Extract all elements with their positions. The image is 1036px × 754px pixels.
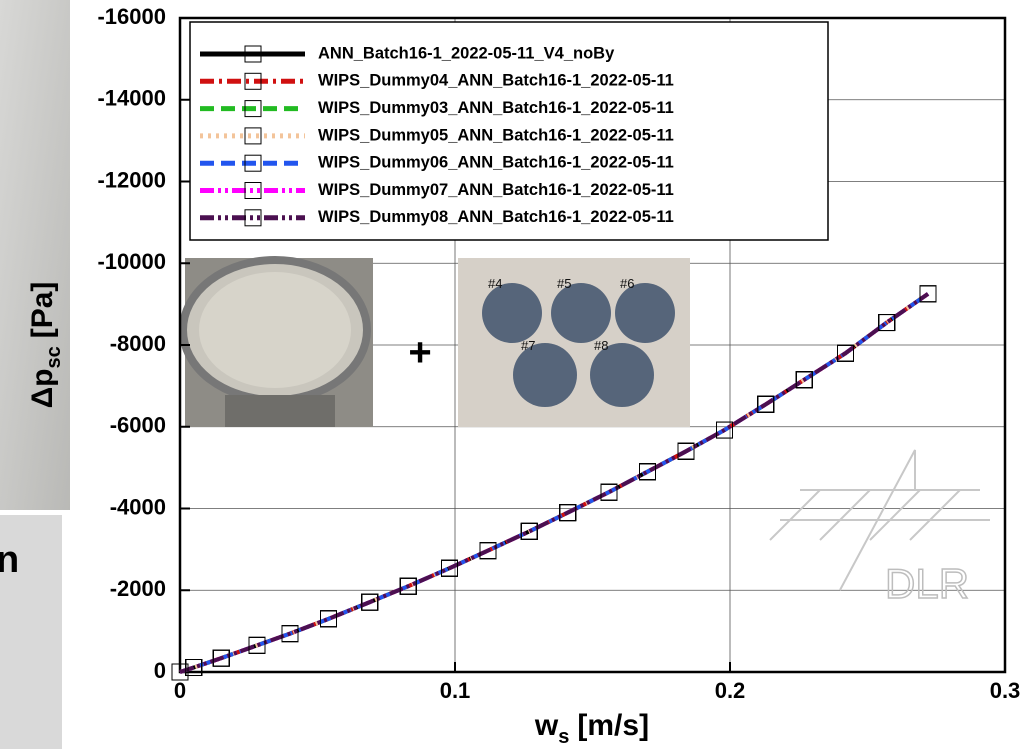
legend-marker [244, 209, 262, 227]
side-text: n [0, 539, 19, 581]
marker [677, 442, 695, 460]
marker [212, 649, 230, 667]
marker [479, 542, 497, 560]
marker [399, 577, 417, 595]
logo [769, 449, 990, 591]
legend-box [189, 21, 829, 241]
photo-right [458, 258, 690, 427]
y-axis-label: Δpsc [Pa] [26, 282, 65, 409]
marker [185, 659, 203, 677]
legend-marker [244, 182, 262, 199]
marker [441, 559, 458, 577]
x-tick-label: 0.1 [440, 678, 471, 703]
marker [171, 663, 189, 681]
legend-label: WIPS_Dummy07_ANN_Batch16-1_2022-05-11 [318, 181, 674, 199]
series-line [179, 292, 930, 674]
legend-label: WIPS_Dummy03_ANN_Batch16-1_2022-05-11 [318, 99, 674, 117]
legend-marker [244, 127, 262, 145]
legend-marker [244, 154, 262, 172]
marker [520, 522, 538, 540]
legend-marker [244, 45, 262, 63]
marker [837, 344, 854, 362]
plus-sign: + [408, 331, 431, 375]
y-tick-label: 0 [154, 658, 166, 683]
photo-label: #6 [620, 276, 634, 291]
photo-left [179, 256, 373, 427]
y-label-main: Δp [26, 369, 59, 409]
photo-label: #5 [557, 276, 571, 291]
legend-marker [244, 72, 262, 90]
y-tick-label: -10000 [97, 249, 166, 274]
photo-label: #8 [594, 338, 608, 353]
marker [281, 625, 299, 643]
marker [757, 395, 775, 413]
marker [361, 593, 379, 611]
marker [878, 314, 896, 332]
x-label-main: w [534, 709, 559, 742]
y-label-unit: [Pa] [26, 282, 59, 339]
legend-label: WIPS_Dummy05_ANN_Batch16-1_2022-05-11 [318, 126, 674, 144]
side-box [0, 515, 62, 749]
y-tick-label: -14000 [97, 86, 166, 111]
series-line [179, 292, 930, 674]
x-label-sub: s [558, 726, 569, 748]
legend-label: WIPS_Dummy06_ANN_Batch16-1_2022-05-11 [318, 154, 674, 172]
legend: ANN_Batch16-1_2022-05-11_V4_noBy WIPS_Dum… [189, 21, 829, 241]
legend-label: WIPS_Dummy04_ANN_Batch16-1_2022-05-11 [318, 72, 674, 90]
photo-labels: #4 #5 #6 #7 #8 [488, 276, 634, 353]
y-tick-label: -12000 [97, 167, 166, 192]
x-label-unit: [m/s] [577, 709, 649, 742]
marker [600, 483, 618, 501]
x-tick-label: 0.2 [715, 678, 746, 703]
y-tick-label: -2000 [110, 576, 166, 601]
plot-frame [178, 16, 1007, 674]
x-tick-label: 0.3 [990, 678, 1021, 703]
marker [919, 285, 937, 303]
y-tick-label: -6000 [110, 413, 166, 438]
photo-label: #7 [521, 338, 535, 353]
marker [559, 504, 577, 522]
marker [320, 610, 337, 628]
legend-label: WIPS_Dummy08_ANN_Batch16-1_2022-05-11 [318, 208, 674, 226]
x-tick-label: 0 [174, 678, 186, 703]
logo-text: DLR [885, 560, 969, 607]
y-tick-label: -8000 [110, 331, 166, 356]
legend-marker [244, 100, 262, 118]
marker [716, 421, 733, 439]
marker [248, 636, 266, 654]
legend-label: ANN_Batch16-1_2022-05-11_V4_noBy [318, 44, 615, 62]
y-tick-label: -4000 [110, 494, 166, 519]
x-axis-label: ws [m/s] [534, 709, 649, 748]
marker [639, 463, 656, 481]
y-label-sub: sc [43, 346, 65, 368]
photo-label: #4 [488, 276, 502, 291]
background-photo [0, 0, 70, 510]
y-tick-label: -16000 [97, 4, 166, 29]
marker [795, 371, 813, 389]
